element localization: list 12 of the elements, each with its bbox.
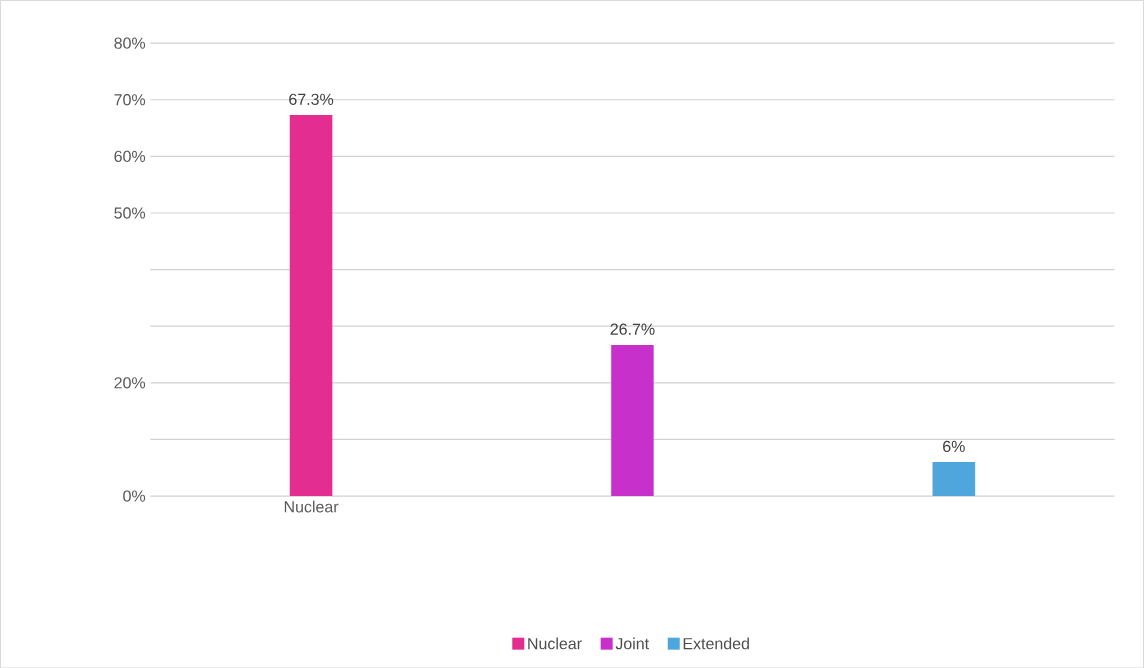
y-tick-label: 60% xyxy=(114,150,146,162)
legend-label: Joint xyxy=(615,637,649,650)
data-label: 26.7% xyxy=(610,323,655,335)
legend-label: Extended xyxy=(683,637,749,650)
y-tick-label: 0% xyxy=(123,490,146,502)
y-tick-label: 20% xyxy=(114,376,146,389)
data-label: 67.3% xyxy=(289,93,334,105)
data-label: 6% xyxy=(943,440,965,452)
legend-label: Nuclear xyxy=(528,637,582,650)
y-tick-label: 70% xyxy=(114,93,146,106)
y-tick-label: 80% xyxy=(114,37,146,49)
y-tick-label: 50% xyxy=(114,207,146,219)
